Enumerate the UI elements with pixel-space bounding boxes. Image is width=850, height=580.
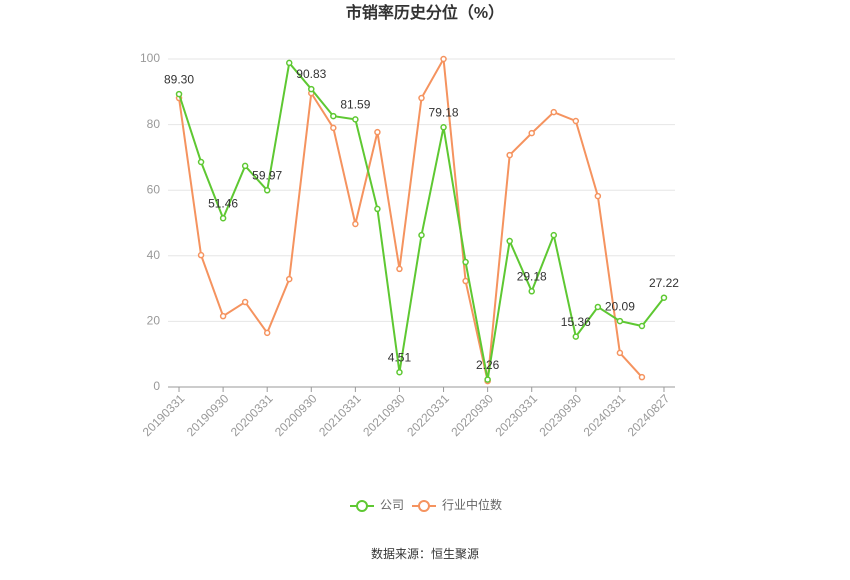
x-tick-label: 20210331 xyxy=(316,391,364,439)
point xyxy=(594,303,602,311)
point xyxy=(263,329,271,337)
point xyxy=(285,275,293,283)
point xyxy=(484,376,491,383)
x-tick-label: 20210930 xyxy=(360,391,408,439)
x-tick-label: 20240331 xyxy=(581,391,629,439)
data-label: 4.51 xyxy=(388,350,412,364)
point xyxy=(396,368,403,376)
y-tick-label: 20 xyxy=(147,314,161,328)
point xyxy=(285,59,293,67)
x-tick-label: 20220930 xyxy=(448,391,496,439)
point xyxy=(550,108,558,116)
point xyxy=(440,55,447,63)
x-tick-label: 20190331 xyxy=(140,391,188,439)
y-tick-label: 100 xyxy=(140,51,160,65)
point xyxy=(616,349,624,357)
y-tick-label: 60 xyxy=(147,182,161,196)
point xyxy=(241,298,249,306)
legend-marker xyxy=(418,500,430,512)
point xyxy=(374,205,381,213)
data-label: 2.26 xyxy=(476,358,500,372)
data-label: 51.46 xyxy=(208,196,238,210)
y-tick-label: 40 xyxy=(147,248,161,262)
data-label: 29.18 xyxy=(517,269,547,283)
point xyxy=(330,112,337,120)
point xyxy=(308,85,315,93)
point xyxy=(418,94,425,102)
y-tick-label: 0 xyxy=(153,379,160,393)
source: 数据来源：恒生聚源 xyxy=(371,546,479,561)
point xyxy=(352,220,359,228)
point xyxy=(197,251,205,259)
data-label: 89.30 xyxy=(164,72,194,86)
x-tick-label: 20220331 xyxy=(404,391,452,439)
point xyxy=(440,124,447,131)
point xyxy=(638,373,646,381)
data-label: 27.22 xyxy=(649,276,679,290)
point xyxy=(572,333,580,340)
point xyxy=(594,192,602,200)
point xyxy=(528,288,535,295)
data-label: 20.09 xyxy=(605,299,635,313)
point xyxy=(506,237,513,245)
x-tick-label: 20200331 xyxy=(228,391,276,439)
y-tick-label: 80 xyxy=(147,117,161,131)
point xyxy=(462,258,469,266)
point xyxy=(197,158,205,166)
series-line xyxy=(178,60,665,380)
x-tick-label: 20230331 xyxy=(492,391,540,439)
data-label: 79.18 xyxy=(429,105,459,119)
point xyxy=(330,124,337,132)
series-line xyxy=(178,55,643,382)
point xyxy=(638,322,646,330)
point xyxy=(219,312,227,320)
point xyxy=(550,231,558,239)
point xyxy=(241,162,249,170)
data-label: 81.59 xyxy=(340,98,370,112)
x-tick-label: 20200930 xyxy=(272,391,320,439)
legend-marker xyxy=(356,500,368,512)
x-tick-label: 20190930 xyxy=(184,391,232,439)
data-label: 90.83 xyxy=(296,67,326,81)
point xyxy=(263,187,271,194)
point xyxy=(219,214,227,222)
legend-label: 行业中位数 xyxy=(442,497,502,512)
point xyxy=(374,128,381,136)
chart-title: 市销率历史分位（%） xyxy=(346,3,504,22)
point xyxy=(462,277,469,285)
point xyxy=(616,317,624,325)
point xyxy=(506,151,513,159)
data-label: 59.97 xyxy=(252,168,282,182)
data-label: 15.36 xyxy=(561,315,591,329)
point xyxy=(175,90,183,98)
x-tick-label: 20240827 xyxy=(625,391,673,439)
x-tick-label: 20230930 xyxy=(537,391,585,439)
point xyxy=(528,129,535,137)
point xyxy=(396,265,403,273)
point xyxy=(660,294,668,301)
legend-label: 公司 xyxy=(380,498,404,512)
point xyxy=(352,116,359,123)
point xyxy=(418,231,425,239)
point xyxy=(572,117,580,125)
